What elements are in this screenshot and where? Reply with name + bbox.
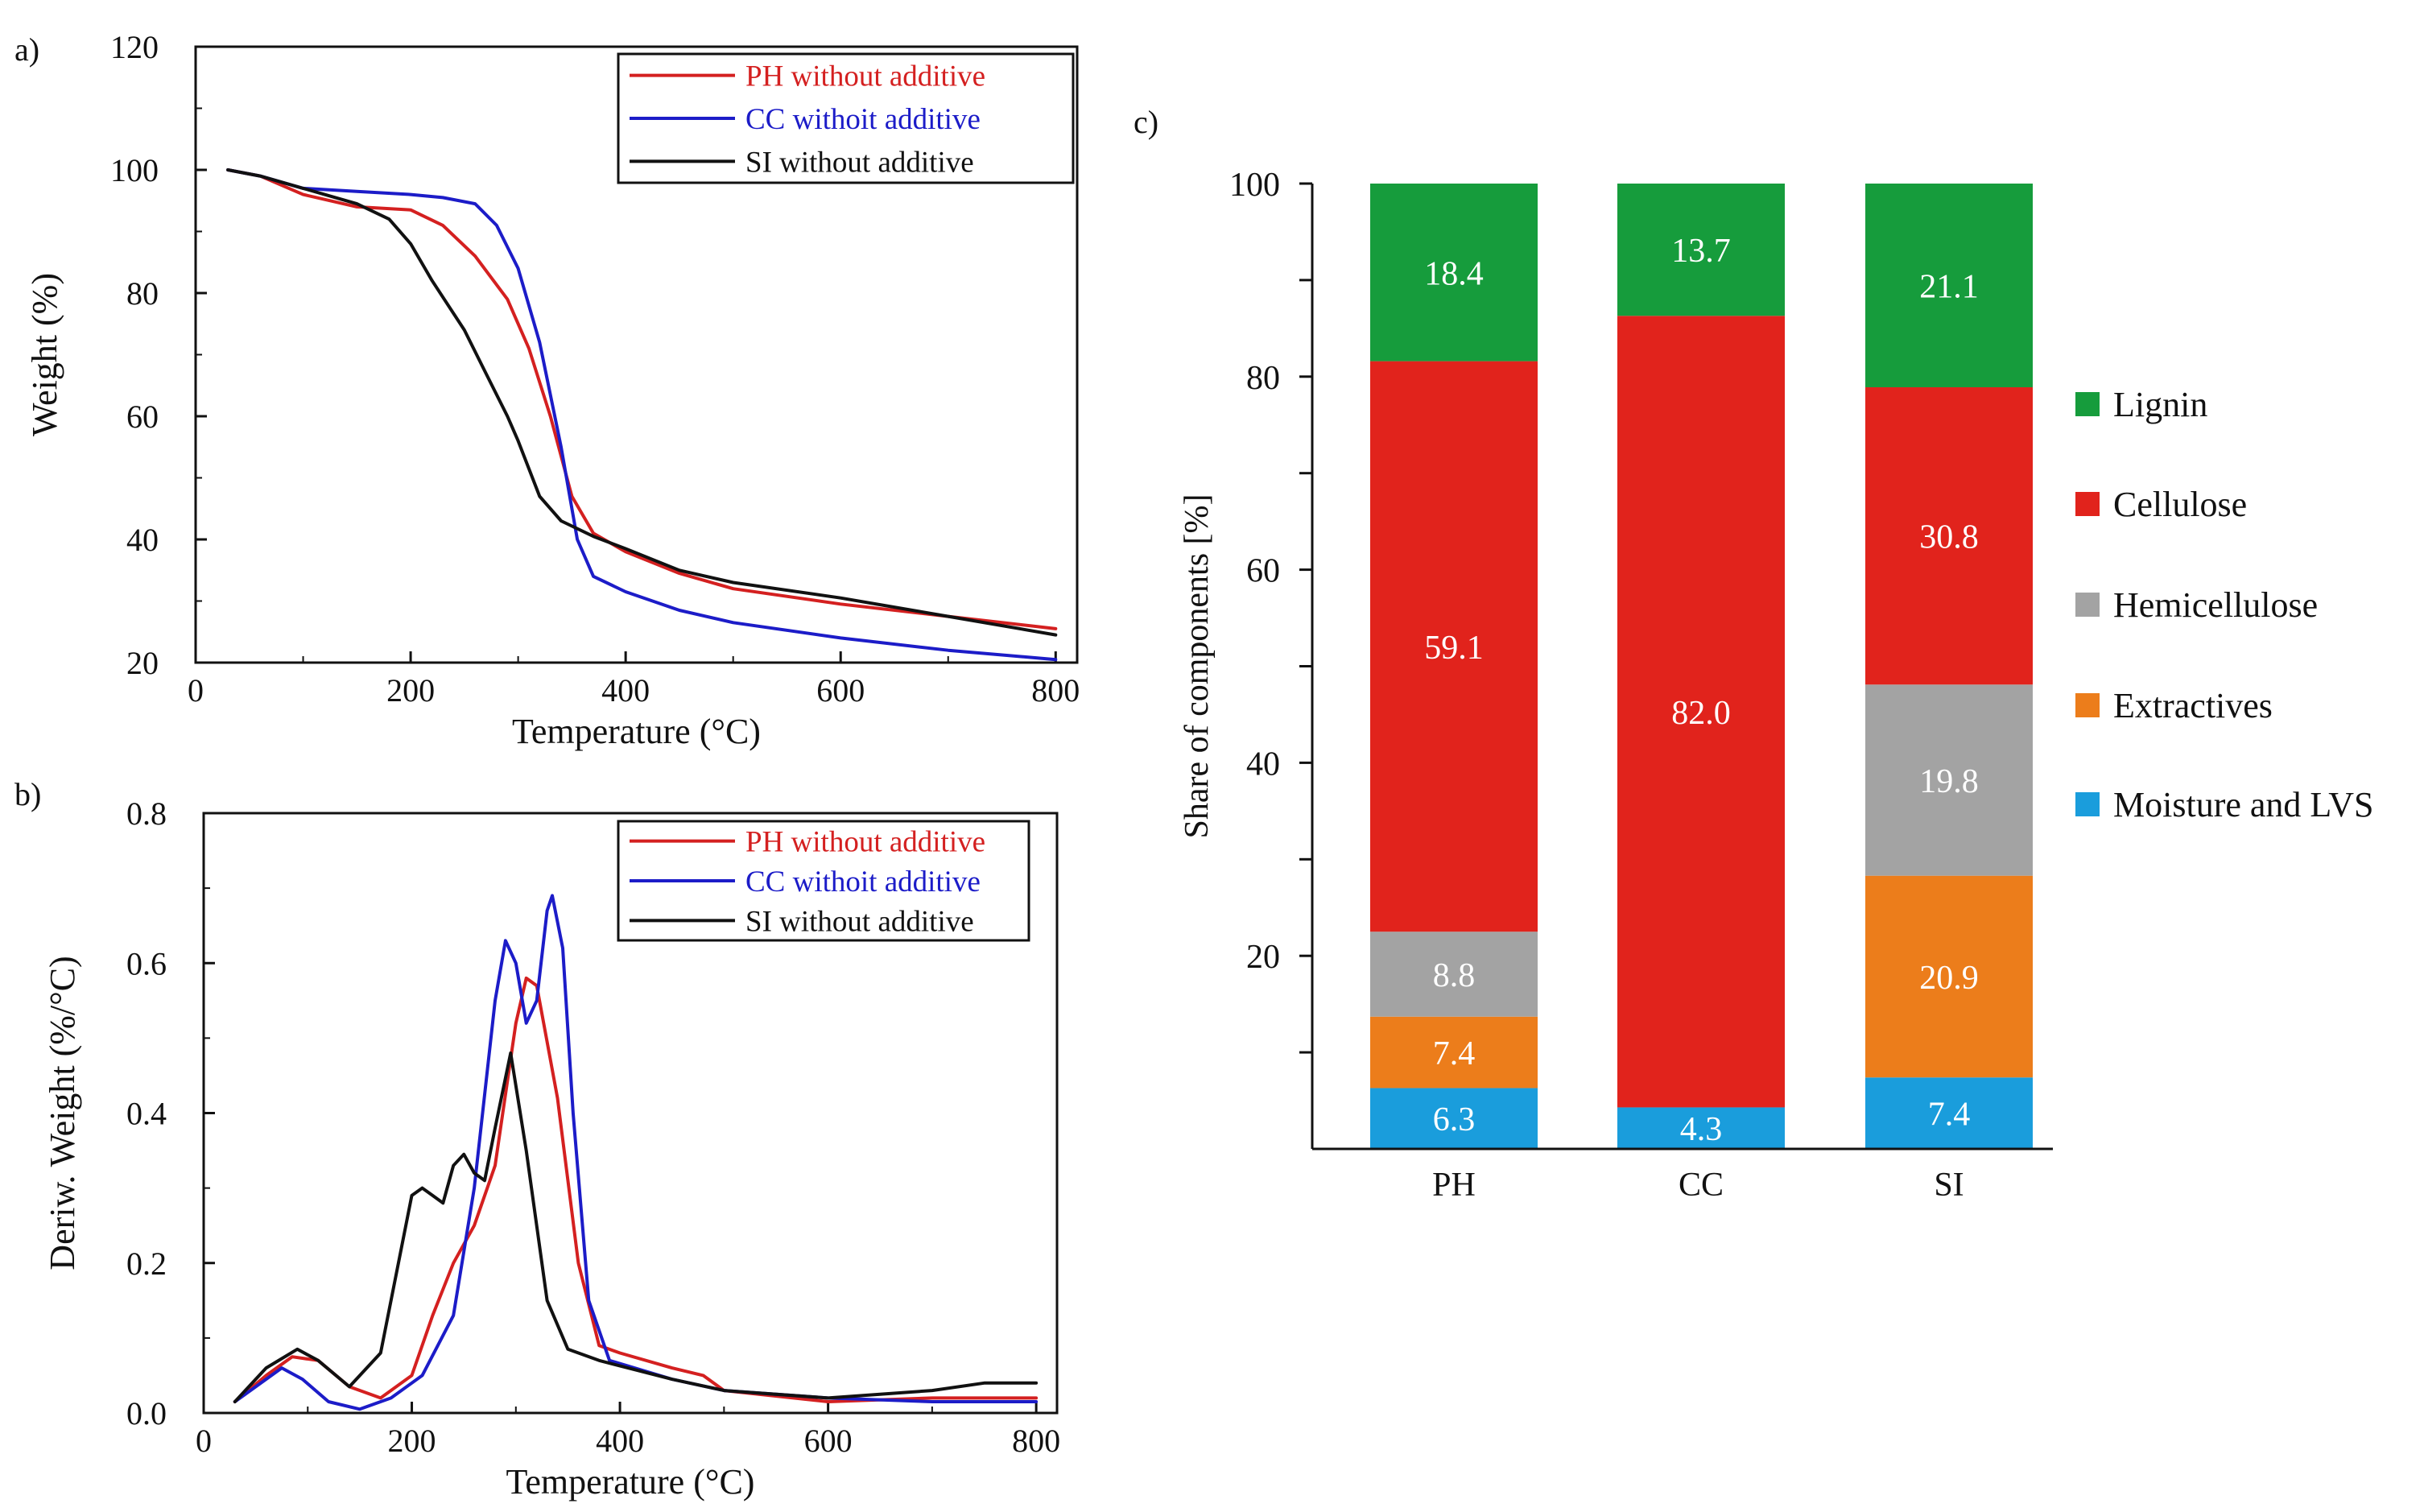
legend-swatch-moisture: [2075, 792, 2100, 816]
bar-segment-cellulose: [1617, 316, 1785, 1108]
bar-segment-hemicellulose: [1370, 932, 1538, 1017]
chart-b-derivative-weight: 0 200 400 600 800 0.0 0.2 0.4 0.6 0.8 Temperature …: [43, 795, 1060, 1502]
x-category-label: SI: [1934, 1167, 1964, 1204]
x-tick-label: 800: [1031, 672, 1080, 708]
legend-swatch-cellulose: [2075, 492, 2100, 516]
bar-segment-lignin: [1370, 184, 1538, 361]
y-tick-label: 0.4: [126, 1096, 167, 1132]
legend-label: Extractives: [2113, 686, 2273, 725]
legend-label: PH without additive: [745, 826, 985, 859]
panel-label-c: c): [1134, 104, 1158, 140]
y-tick-label: 100: [1229, 167, 1280, 204]
y-tick-label: 80: [126, 275, 159, 312]
bar-segment-moisture: [1370, 1088, 1538, 1149]
x-tick-label: 600: [804, 1423, 853, 1459]
legend-label: PH without additive: [745, 60, 985, 93]
y-tick-label: 0.2: [126, 1246, 167, 1282]
bar-value-label: 8.8: [1433, 957, 1476, 994]
x-tick-label: 0: [196, 1423, 212, 1459]
legend-swatch-extractives: [2075, 693, 2100, 717]
y-tick-label: 0.8: [126, 795, 167, 832]
bar-value-label: 4.3: [1680, 1111, 1723, 1148]
bar-value-label: 82.0: [1671, 695, 1731, 732]
y-axis-label: Deriw. Weight (%/°C): [43, 956, 82, 1270]
bar-value-label: 18.4: [1424, 255, 1484, 292]
x-tick-label: 400: [596, 1423, 644, 1459]
x-tick-label: 400: [601, 672, 650, 708]
bar-value-label: 7.4: [1928, 1097, 1971, 1134]
chart-c-component-shares: 6.3 7.4 8.8 59.1 18.4 PH 4.3 82.0 13.7 CC 7.4 20.9 1…: [1179, 167, 2374, 1204]
y-tick-label: 120: [110, 29, 159, 65]
bar-value-label: 19.8: [1919, 763, 1979, 800]
bar-segment-moisture: [1617, 1107, 1785, 1149]
x-axis-label: Temperature (°C): [506, 1462, 755, 1502]
panel-label-b: b): [14, 776, 41, 812]
chart-a-weight-loss: 0 200 400 600 800 20 40 60 80 100 120 Temperature (…: [25, 29, 1080, 751]
bar-segment-moisture: [1865, 1077, 2033, 1149]
series-line-si: [233, 1051, 1039, 1403]
legend-label: Moisture and LVS: [2113, 785, 2374, 824]
series-line-cc: [226, 168, 1058, 662]
y-tick-label: 60: [126, 399, 159, 435]
bar-value-label: 21.1: [1919, 268, 1979, 305]
bar-segment-lignin: [1617, 184, 1785, 316]
bar-segment-cellulose: [1370, 361, 1538, 932]
y-tick-label: 80: [1246, 360, 1280, 397]
bar-value-label: 30.8: [1919, 519, 1979, 556]
legend-label: Cellulose: [2113, 485, 2247, 524]
bar-segment-lignin: [1865, 184, 2033, 387]
x-tick-label: 800: [1012, 1423, 1060, 1459]
panel-label-a: a): [14, 31, 39, 68]
x-category-label: CC: [1679, 1167, 1724, 1204]
legend-label: CC withoit additive: [745, 103, 981, 136]
x-axis-label: Temperature (°C): [512, 712, 761, 751]
series-line-ph: [226, 168, 1058, 630]
legend-label: Hemicellulose: [2113, 585, 2318, 625]
y-tick-label: 100: [110, 152, 159, 188]
legend-label: Lignin: [2113, 385, 2207, 424]
y-tick-label: 40: [126, 522, 159, 558]
bar-value-label: 7.4: [1433, 1035, 1476, 1072]
y-tick-label: 20: [126, 645, 159, 681]
legend-label: CC withoit additive: [745, 865, 981, 899]
x-category-label: PH: [1432, 1167, 1476, 1204]
y-tick-label: 40: [1246, 746, 1280, 783]
bar-value-label: 59.1: [1424, 630, 1484, 667]
x-tick-label: 0: [188, 672, 204, 708]
legend-label: SI without additive: [745, 905, 974, 938]
x-tick-label: 200: [386, 672, 435, 708]
y-tick-label: 0.0: [126, 1395, 167, 1431]
legend-swatch-lignin: [2075, 392, 2100, 416]
bar-segment-extractives: [1865, 875, 2033, 1078]
series-line-si: [226, 168, 1058, 637]
bar-segment-extractives: [1370, 1016, 1538, 1089]
x-tick-label: 600: [816, 672, 865, 708]
y-tick-label: 0.6: [126, 945, 167, 981]
legend-label: SI without additive: [745, 146, 974, 179]
bar-value-label: 6.3: [1433, 1101, 1476, 1138]
bar-segment-cellulose: [1865, 386, 2033, 685]
y-tick-label: 20: [1246, 939, 1280, 976]
bar-value-label: 20.9: [1919, 960, 1979, 997]
bar-value-label: 13.7: [1671, 233, 1731, 270]
x-tick-label: 200: [388, 1423, 436, 1459]
bar-segment-hemicellulose: [1865, 684, 2033, 876]
y-axis-label: Share of components [%]: [1179, 494, 1216, 838]
y-tick-label: 60: [1246, 553, 1280, 590]
legend-swatch-hemicellulose: [2075, 593, 2100, 617]
y-axis-label: Weight (%): [25, 273, 64, 436]
